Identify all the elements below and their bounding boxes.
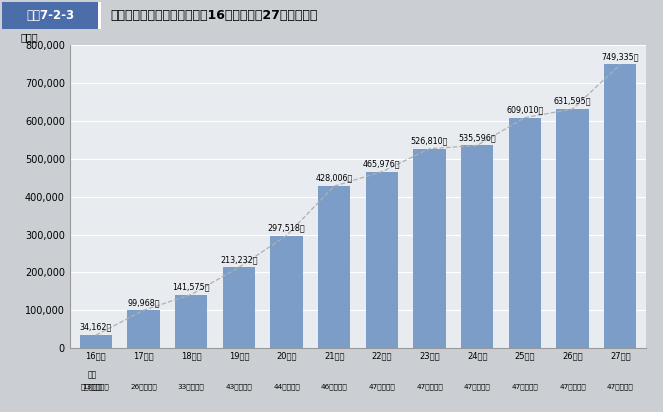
- Bar: [223, 267, 255, 348]
- Bar: [604, 65, 636, 348]
- Text: 実施: 実施: [87, 371, 96, 380]
- Text: 47都道府県: 47都道府県: [511, 383, 538, 390]
- Text: 297,518件: 297,518件: [268, 223, 306, 232]
- Text: 749,335件: 749,335件: [601, 52, 639, 61]
- Text: 33都道府県: 33都道府県: [178, 383, 205, 390]
- Bar: [366, 172, 398, 348]
- Text: 428,006件: 428,006件: [316, 174, 353, 183]
- Bar: [271, 236, 303, 348]
- Bar: [127, 310, 160, 348]
- Text: 47都道府県: 47都道府県: [464, 383, 491, 390]
- Bar: [509, 117, 541, 348]
- Text: 図表7-2-3: 図表7-2-3: [26, 9, 74, 22]
- Text: 43都道府県: 43都道府県: [225, 383, 252, 390]
- Text: 213,232件: 213,232件: [220, 255, 258, 264]
- Text: 47都道府県: 47都道府県: [559, 383, 586, 390]
- Text: （件）: （件）: [21, 32, 38, 42]
- Text: 46都道府県: 46都道府県: [321, 383, 347, 390]
- Bar: [2, 2, 98, 29]
- Text: 609,010件: 609,010件: [507, 105, 544, 114]
- Bar: [461, 145, 493, 348]
- Text: 都道府県数: 都道府県数: [81, 383, 103, 390]
- Bar: [80, 335, 112, 348]
- Bar: [556, 109, 589, 348]
- Text: 465,976件: 465,976件: [363, 159, 400, 169]
- Text: 34,162件: 34,162件: [80, 323, 112, 332]
- Bar: [318, 186, 350, 348]
- Text: 47都道府県: 47都道府県: [607, 383, 634, 390]
- Text: 99,968件: 99,968件: [127, 298, 160, 307]
- Text: 526,810件: 526,810件: [411, 136, 448, 145]
- Text: 47都道府県: 47都道府県: [369, 383, 395, 390]
- Text: 47都道府県: 47都道府県: [416, 383, 443, 390]
- Text: 13都道府県: 13都道府県: [82, 383, 109, 390]
- Text: 26都道府県: 26都道府県: [130, 383, 157, 390]
- Text: 44都道府県: 44都道府県: [273, 383, 300, 390]
- Text: 141,575件: 141,575件: [172, 282, 210, 291]
- Bar: [175, 295, 208, 348]
- Text: 631,595件: 631,595件: [554, 97, 591, 105]
- Bar: [98, 2, 101, 29]
- Text: 535,596件: 535,596件: [458, 133, 496, 142]
- Text: 小児救急電話相談実績（平成16年度～平成27年度比較）: 小児救急電話相談実績（平成16年度～平成27年度比較）: [110, 9, 318, 22]
- Bar: [413, 149, 446, 348]
